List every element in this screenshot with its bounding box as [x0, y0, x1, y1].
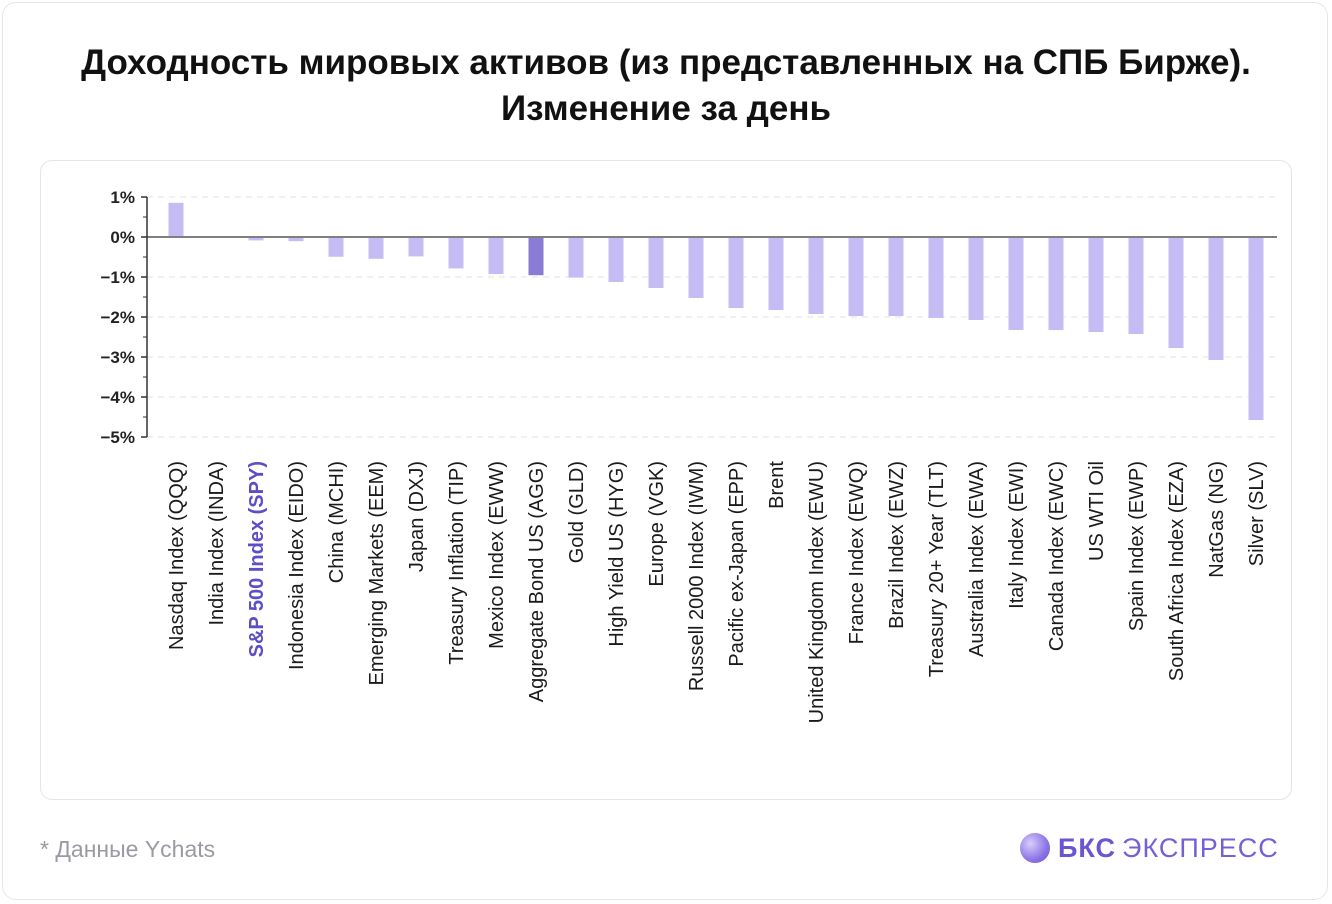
category-label: United Kingdom Index (EWU): [806, 461, 828, 723]
bar-17: [848, 238, 864, 316]
bar-7: [448, 238, 464, 269]
source-footnote: * Данные Ychats: [40, 836, 216, 862]
category-label: Pacific ex-Japan (EPP): [726, 461, 748, 667]
y-tick-label: −5%: [101, 428, 136, 447]
bar-2: [248, 238, 264, 241]
bar-10: [568, 238, 584, 278]
category-label: Emerging Markets (EEM): [366, 461, 388, 686]
bar-16: [808, 238, 824, 314]
category-label: India Index (INDA): [206, 461, 228, 626]
chart-title: Доходность мировых активов (из представл…: [81, 43, 1251, 128]
y-tick-label: 1%: [110, 188, 135, 207]
category-label: Gold (GLD): [566, 461, 588, 563]
category-label: Canada Index (EWC): [1046, 461, 1068, 651]
category-label: Brent: [766, 461, 788, 509]
bar-23: [1088, 238, 1104, 332]
bar-25: [1168, 238, 1184, 348]
y-tick-label: −3%: [101, 348, 136, 367]
category-label: Treasury Inflation (TIP): [446, 461, 468, 665]
category-label: Italy Index (EWI): [1006, 461, 1028, 609]
category-label: Treasury 20+ Year (TLT): [926, 461, 948, 677]
category-label: Mexico Index (EWW): [486, 461, 508, 649]
bar-4: [328, 238, 344, 257]
bar-0: [168, 202, 184, 236]
bar-chart: 1% 0% −1% −2% −3% −4% −5% Nasdaq Index (QQQ) Ind…: [101, 188, 1277, 723]
category-label: Japan (DXJ): [406, 461, 428, 572]
category-label: Russell 2000 Index (IWM): [686, 461, 708, 691]
category-label: Australia Index (EWA): [966, 461, 988, 657]
category-label: Silver (SLV): [1246, 461, 1268, 566]
logo-brand: БКС: [1058, 832, 1117, 863]
bar-6: [408, 238, 424, 257]
bar-26: [1208, 238, 1224, 360]
y-tick-label: −1%: [101, 268, 136, 287]
bar-20: [968, 238, 984, 320]
category-label: US WTI Oil: [1086, 461, 1108, 561]
category-label: China (MCHI): [326, 461, 348, 583]
category-label: S&P 500 Index (SPY): [246, 461, 268, 657]
bar-18: [888, 238, 904, 316]
bar-24: [1128, 238, 1144, 334]
bar-11: [608, 238, 624, 282]
bar-3: [288, 238, 304, 242]
category-label: Brazil Index (EWZ): [886, 461, 908, 629]
category-label: NatGas (NG): [1206, 461, 1228, 578]
bar-12: [648, 238, 664, 288]
category-label: South Africa Index (EZA): [1166, 461, 1188, 681]
bar-9: [528, 238, 544, 276]
bks-express-logo: БКС ЭКСПРЕСС: [1020, 830, 1279, 866]
bar-27: [1248, 238, 1264, 420]
bar-15: [768, 238, 784, 310]
bar-8: [488, 238, 504, 274]
category-label: Indonesia Index (EIDO): [286, 461, 308, 670]
y-tick-label: −4%: [101, 388, 136, 407]
bar-14: [728, 238, 744, 308]
category-label: Aggregate Bond US (AGG): [526, 461, 548, 702]
bks-logo-icon: [1020, 833, 1050, 863]
category-label: Europe (VGK): [646, 461, 668, 587]
bar-19: [928, 238, 944, 318]
logo-product: ЭКСПРЕСС: [1122, 832, 1279, 863]
category-label: Spain Index (EWP): [1126, 461, 1148, 631]
bar-21: [1008, 238, 1024, 330]
bar-22: [1048, 238, 1064, 330]
y-tick-label: −2%: [101, 308, 136, 327]
bar-13: [688, 238, 704, 298]
y-tick-label: 0%: [110, 228, 135, 247]
category-label: Nasdaq Index (QQQ): [166, 461, 188, 650]
bar-5: [368, 238, 384, 259]
category-label: High Yield US (HYG): [606, 461, 628, 647]
category-label: France Index (EWQ): [846, 461, 868, 644]
chart-panel: 1% 0% −1% −2% −3% −4% −5% Nasdaq Index (QQQ) Ind…: [40, 160, 1292, 800]
